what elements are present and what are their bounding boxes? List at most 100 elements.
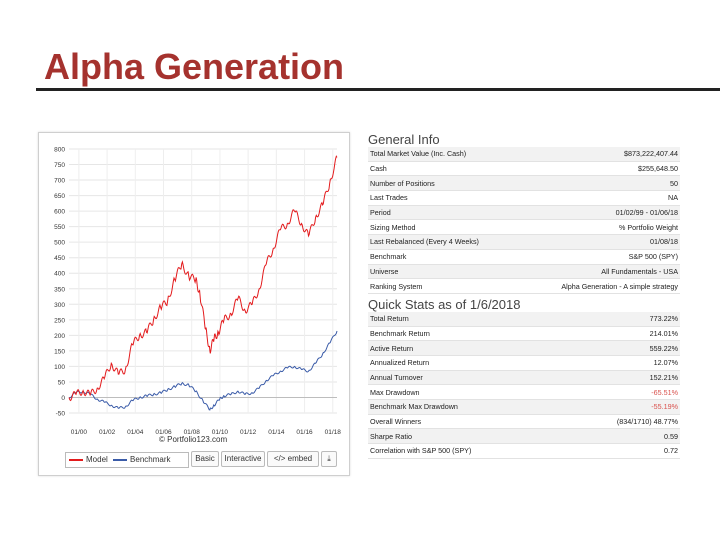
quick-stats-heading: Quick Stats as of 1/6/2018 — [368, 296, 521, 312]
x-tick-label: 01/18 — [325, 429, 342, 436]
y-tick-label: 700 — [54, 178, 65, 185]
y-tick-label: 400 — [54, 271, 65, 278]
stat-value: 0.59 — [560, 428, 680, 445]
stat-value: 0.72 — [560, 443, 680, 459]
y-tick-label: 600 — [54, 209, 65, 216]
y-tick-label: 750 — [54, 162, 65, 169]
table-row: Annual Turnover 152.21% — [368, 370, 680, 386]
y-tick-label: 300 — [54, 302, 65, 309]
stat-value: 50 — [518, 175, 680, 192]
stat-value: 559.22% — [560, 340, 680, 356]
stat-label: Sizing Method — [368, 219, 519, 236]
info-panel: General Info Total Market Value (Inc. Ca… — [368, 132, 680, 459]
table-row: Period 01/02/99 - 01/06/18 — [368, 205, 680, 221]
table-row: Sharpe Ratio 0.59 — [368, 428, 680, 445]
y-tick-label: 800 — [54, 147, 65, 154]
title-underline — [36, 88, 720, 91]
stat-label: Benchmark — [368, 249, 519, 265]
x-tick-label: 01/14 — [268, 429, 285, 436]
y-tick-label: 500 — [54, 240, 65, 247]
stat-value: (834/1710) 48.77% — [560, 414, 680, 430]
embed-button[interactable]: </> embed — [267, 451, 319, 467]
slide-title: Alpha Generation — [44, 46, 345, 87]
x-tick-label: 01/08 — [184, 429, 201, 436]
x-tick-label: 01/06 — [155, 429, 172, 436]
benchmark-swatch — [113, 458, 128, 461]
y-tick-label: 350 — [54, 286, 65, 293]
stat-label: Last Rebalanced (Every 4 Weeks) — [368, 234, 519, 250]
benchmark-series-line — [68, 330, 338, 411]
performance-chart: 800 750 700 650 600 550 500 450 400 350 300 250 200 1… — [38, 132, 350, 476]
legend-benchmark-label: Benchmark — [130, 455, 171, 464]
stat-value: -65.51% — [560, 384, 680, 400]
stat-label: Annualized Return — [368, 355, 561, 371]
y-tick-label: 0 — [61, 395, 65, 402]
y-tick-label: 50 — [58, 379, 66, 386]
x-tick-label: 01/10 — [212, 429, 229, 436]
stat-value: S&P 500 (SPY) — [518, 249, 680, 265]
stat-label: Ranking System — [368, 278, 519, 294]
table-row: Correlation with S&P 500 (SPY) 0.72 — [368, 443, 680, 459]
stat-label: Benchmark Max Drawdown — [368, 399, 561, 415]
y-tick-label: 550 — [54, 224, 65, 231]
stat-label: Total Return — [368, 311, 561, 327]
chart-footer: Model Benchmark Basic Interactive </> em… — [39, 449, 349, 469]
stat-label: Benchmark Return — [368, 326, 561, 342]
table-row: Total Return 773.22% — [368, 311, 680, 327]
y-tick-label: 200 — [54, 333, 65, 340]
x-tick-label: 01/04 — [127, 429, 144, 436]
stat-value: 152.21% — [560, 370, 680, 386]
stat-label: Overall Winners — [368, 414, 561, 430]
interactive-button[interactable]: Interactive — [221, 451, 265, 467]
chart-svg: 8007507006506005505004504003503002502001… — [54, 147, 342, 437]
table-row: Sizing Method% Portfolio Weight — [368, 219, 680, 236]
stat-value: 01/08/18 — [518, 234, 680, 250]
y-tick-label: 150 — [54, 348, 65, 355]
stat-value: -55.19% — [560, 399, 680, 415]
stat-value: $255,648.50 — [518, 161, 680, 177]
stat-label: Universe — [368, 264, 519, 280]
basic-button[interactable]: Basic — [191, 451, 219, 467]
table-row: Benchmark Return 214.01% — [368, 326, 680, 342]
quick-stats-table: Total Return 773.22% Benchmark Return 214.0… — [368, 311, 680, 459]
stat-label: Last Trades — [368, 190, 519, 206]
table-row: Benchmark Max Drawdown -55.19% — [368, 399, 680, 415]
legend-model-label: Model — [86, 455, 108, 464]
stat-label: Total Market Value (Inc. Cash) — [368, 147, 519, 162]
chart-watermark: © Portfolio123.com — [159, 435, 228, 444]
table-row: Benchmark S&P 500 (SPY) — [368, 249, 680, 265]
stat-value: $873,222,407.44 — [518, 147, 680, 162]
y-tick-label: 100 — [54, 364, 65, 371]
x-tick-label: 01/12 — [240, 429, 257, 436]
x-tick-label: 01/00 — [71, 429, 88, 436]
general-info-table: Total Market Value (Inc. Cash) $873,222,4… — [368, 147, 680, 294]
table-row: Last Trades NA — [368, 190, 680, 206]
table-row: Ranking System Alpha Generation - A simpl… — [368, 278, 680, 294]
table-row: Overall Winners (834/1710) 48.77% — [368, 414, 680, 430]
model-series-line — [68, 155, 338, 402]
stat-value: Alpha Generation - A simple strategy — [518, 278, 680, 294]
stat-label: Correlation with S&P 500 (SPY) — [368, 443, 561, 459]
model-swatch — [69, 458, 83, 461]
stat-label: Active Return — [368, 340, 561, 356]
stat-value: NA — [518, 190, 680, 206]
table-row: Total Market Value (Inc. Cash) $873,222,4… — [368, 147, 680, 162]
table-row: Number of Positions 50 — [368, 175, 680, 192]
table-row: Annualized Return 12.07% — [368, 355, 680, 371]
x-tick-label: 01/02 — [99, 429, 116, 436]
general-info-heading: General Info — [368, 132, 440, 147]
stat-label: Sharpe Ratio — [368, 428, 561, 445]
table-row: Universe All Fundamentals - USA — [368, 264, 680, 280]
stat-value: All Fundamentals - USA — [518, 264, 680, 280]
stat-value: 214.01% — [560, 326, 680, 342]
y-tick-label: 450 — [54, 255, 65, 262]
y-tick-label: 650 — [54, 193, 65, 200]
y-tick-label: 250 — [54, 317, 65, 324]
chart-legend: Model Benchmark — [65, 452, 189, 468]
stat-label: Period — [368, 205, 519, 221]
table-row: Max Drawdown -65.51% — [368, 384, 680, 400]
table-row: Cash $255,648.50 — [368, 161, 680, 177]
stat-label: Number of Positions — [368, 175, 519, 192]
stat-label: Annual Turnover — [368, 370, 561, 386]
download-icon[interactable]: ⤓ — [321, 451, 337, 467]
